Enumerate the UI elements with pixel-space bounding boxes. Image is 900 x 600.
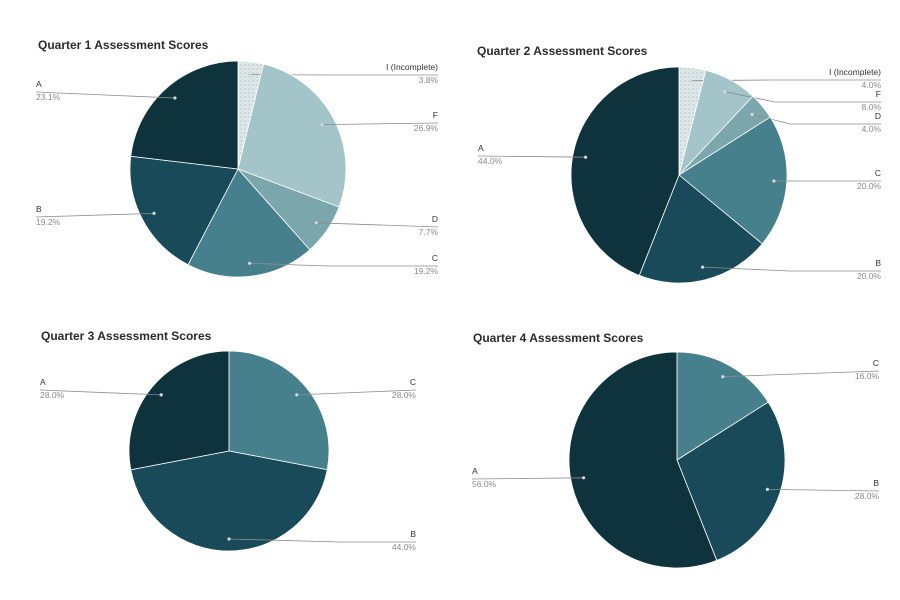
leader-dot-a	[173, 96, 177, 100]
pie-slice-b	[638, 174, 763, 284]
slice-label-c: C	[873, 358, 879, 368]
leader-line-a	[39, 389, 162, 396]
leader-line-d	[752, 114, 881, 125]
slice-percent-b: 19.2%	[36, 217, 61, 227]
leader-dot-d	[314, 221, 318, 225]
slice-percent-f: 8.0%	[862, 102, 882, 112]
leader-dot-c	[772, 179, 776, 183]
pie-chart-q2: I (Incomplete)4.0%F8.0%D4.0%C20.0%B20.0%…	[477, 66, 882, 284]
slice-percent-a: 56.0%	[472, 479, 497, 489]
slice-percent-d: 4.0%	[862, 124, 882, 134]
slice-percent-c: 20.0%	[857, 181, 882, 191]
leader-line-a	[471, 477, 584, 480]
slice-label-a: A	[40, 377, 46, 387]
slice-percent-i: 4.0%	[862, 80, 882, 90]
slice-percent-d: 7.7%	[419, 227, 439, 237]
pie-slice-b	[130, 450, 328, 552]
q1-chart-title: Quarter 1 Assessment Scores	[38, 38, 209, 52]
leader-line-c	[249, 262, 438, 267]
slice-label-d: D	[432, 214, 438, 224]
slice-percent-c: 16.0%	[855, 371, 880, 381]
leader-line-f	[321, 122, 439, 125]
slice-percent-c: 19.2%	[414, 266, 439, 276]
slice-percent-i: 3.8%	[419, 75, 439, 85]
leader-dot-f	[320, 123, 324, 127]
leader-dot-b	[765, 487, 770, 491]
slice-label-b: B	[410, 529, 416, 539]
leader-line-b	[35, 213, 155, 218]
leader-line-c	[296, 389, 417, 396]
leader-dot-c	[248, 261, 252, 265]
leader-dot-i	[689, 79, 693, 83]
q2-chart-title: Quarter 2 Assessment Scores	[477, 44, 648, 58]
slice-percent-b: 44.0%	[392, 542, 417, 552]
slice-label-a: A	[472, 466, 478, 476]
q4-chart-title: Quarter 4 Assessment Scores	[473, 331, 644, 345]
pie-slice-a	[570, 66, 680, 276]
slice-label-b: B	[36, 204, 42, 214]
leader-dot-i	[247, 73, 251, 77]
slice-label-f: F	[876, 89, 881, 99]
leader-line-d	[316, 222, 439, 228]
slice-percent-a: 44.0%	[478, 156, 503, 166]
slice-label-d: D	[875, 111, 881, 121]
leader-dot-b	[227, 537, 231, 541]
pie-slice-c	[228, 350, 330, 471]
slice-percent-b: 20.0%	[857, 271, 882, 281]
leader-dot-d	[750, 112, 754, 116]
pie-slice-c	[676, 351, 769, 461]
pie-slice-c	[187, 168, 311, 278]
leader-line-a	[477, 155, 586, 158]
pie-slice-a	[568, 351, 718, 569]
slice-label-a: A	[36, 79, 42, 89]
slice-label-c: C	[432, 253, 438, 263]
slice-label-c: C	[875, 168, 881, 178]
slice-percent-b: 28.0%	[855, 491, 880, 501]
slice-label-i: I (Incomplete)	[829, 67, 881, 77]
slice-label-c: C	[410, 377, 416, 387]
leader-dot-b	[701, 265, 705, 269]
pie-slice-f	[237, 63, 347, 208]
leader-dot-c	[295, 393, 299, 397]
leader-line-a	[35, 91, 175, 99]
leader-dot-a	[584, 155, 588, 159]
slice-label-b: B	[873, 478, 879, 488]
leader-line-b	[702, 266, 881, 272]
pie-chart-q3: C 28.0% B 44.0% A 28.0%	[39, 350, 417, 552]
leader-dot-f	[723, 90, 727, 94]
leader-line-c	[722, 370, 880, 378]
slice-label-i: I (Incomplete)	[386, 62, 438, 72]
pie-chart-q1: I (Incomplete) 3.8% F 26.9% D 7.7% C 19.2% B 19.2…	[35, 60, 439, 278]
pie-slice-a	[128, 350, 230, 471]
leader-line-b	[228, 538, 416, 543]
slice-percent-a: 28.0%	[40, 390, 65, 400]
slice-percent-f: 26.9%	[414, 123, 439, 133]
leader-line-b	[767, 489, 880, 492]
leader-dot-a	[582, 476, 586, 480]
leader-dot-b	[152, 211, 156, 215]
q3-chart-title: Quarter 3 Assessment Scores	[41, 329, 212, 343]
pie-slice-a	[130, 60, 239, 170]
pie-slice-c	[678, 116, 788, 245]
pie-chart-q4: C 16.0% B 28.0% A 56.0%	[471, 351, 880, 569]
leader-line-f	[724, 91, 881, 103]
leader-dot-a	[159, 393, 163, 397]
leader-dot-c	[721, 375, 725, 379]
slice-label-a: A	[478, 143, 484, 153]
pie-slice-b	[676, 401, 786, 561]
slice-label-b: B	[875, 258, 881, 268]
slice-percent-a: 23.1%	[36, 92, 61, 102]
pie-slice-b	[129, 155, 239, 266]
slice-percent-c: 28.0%	[392, 390, 417, 400]
slice-label-f: F	[433, 110, 438, 120]
